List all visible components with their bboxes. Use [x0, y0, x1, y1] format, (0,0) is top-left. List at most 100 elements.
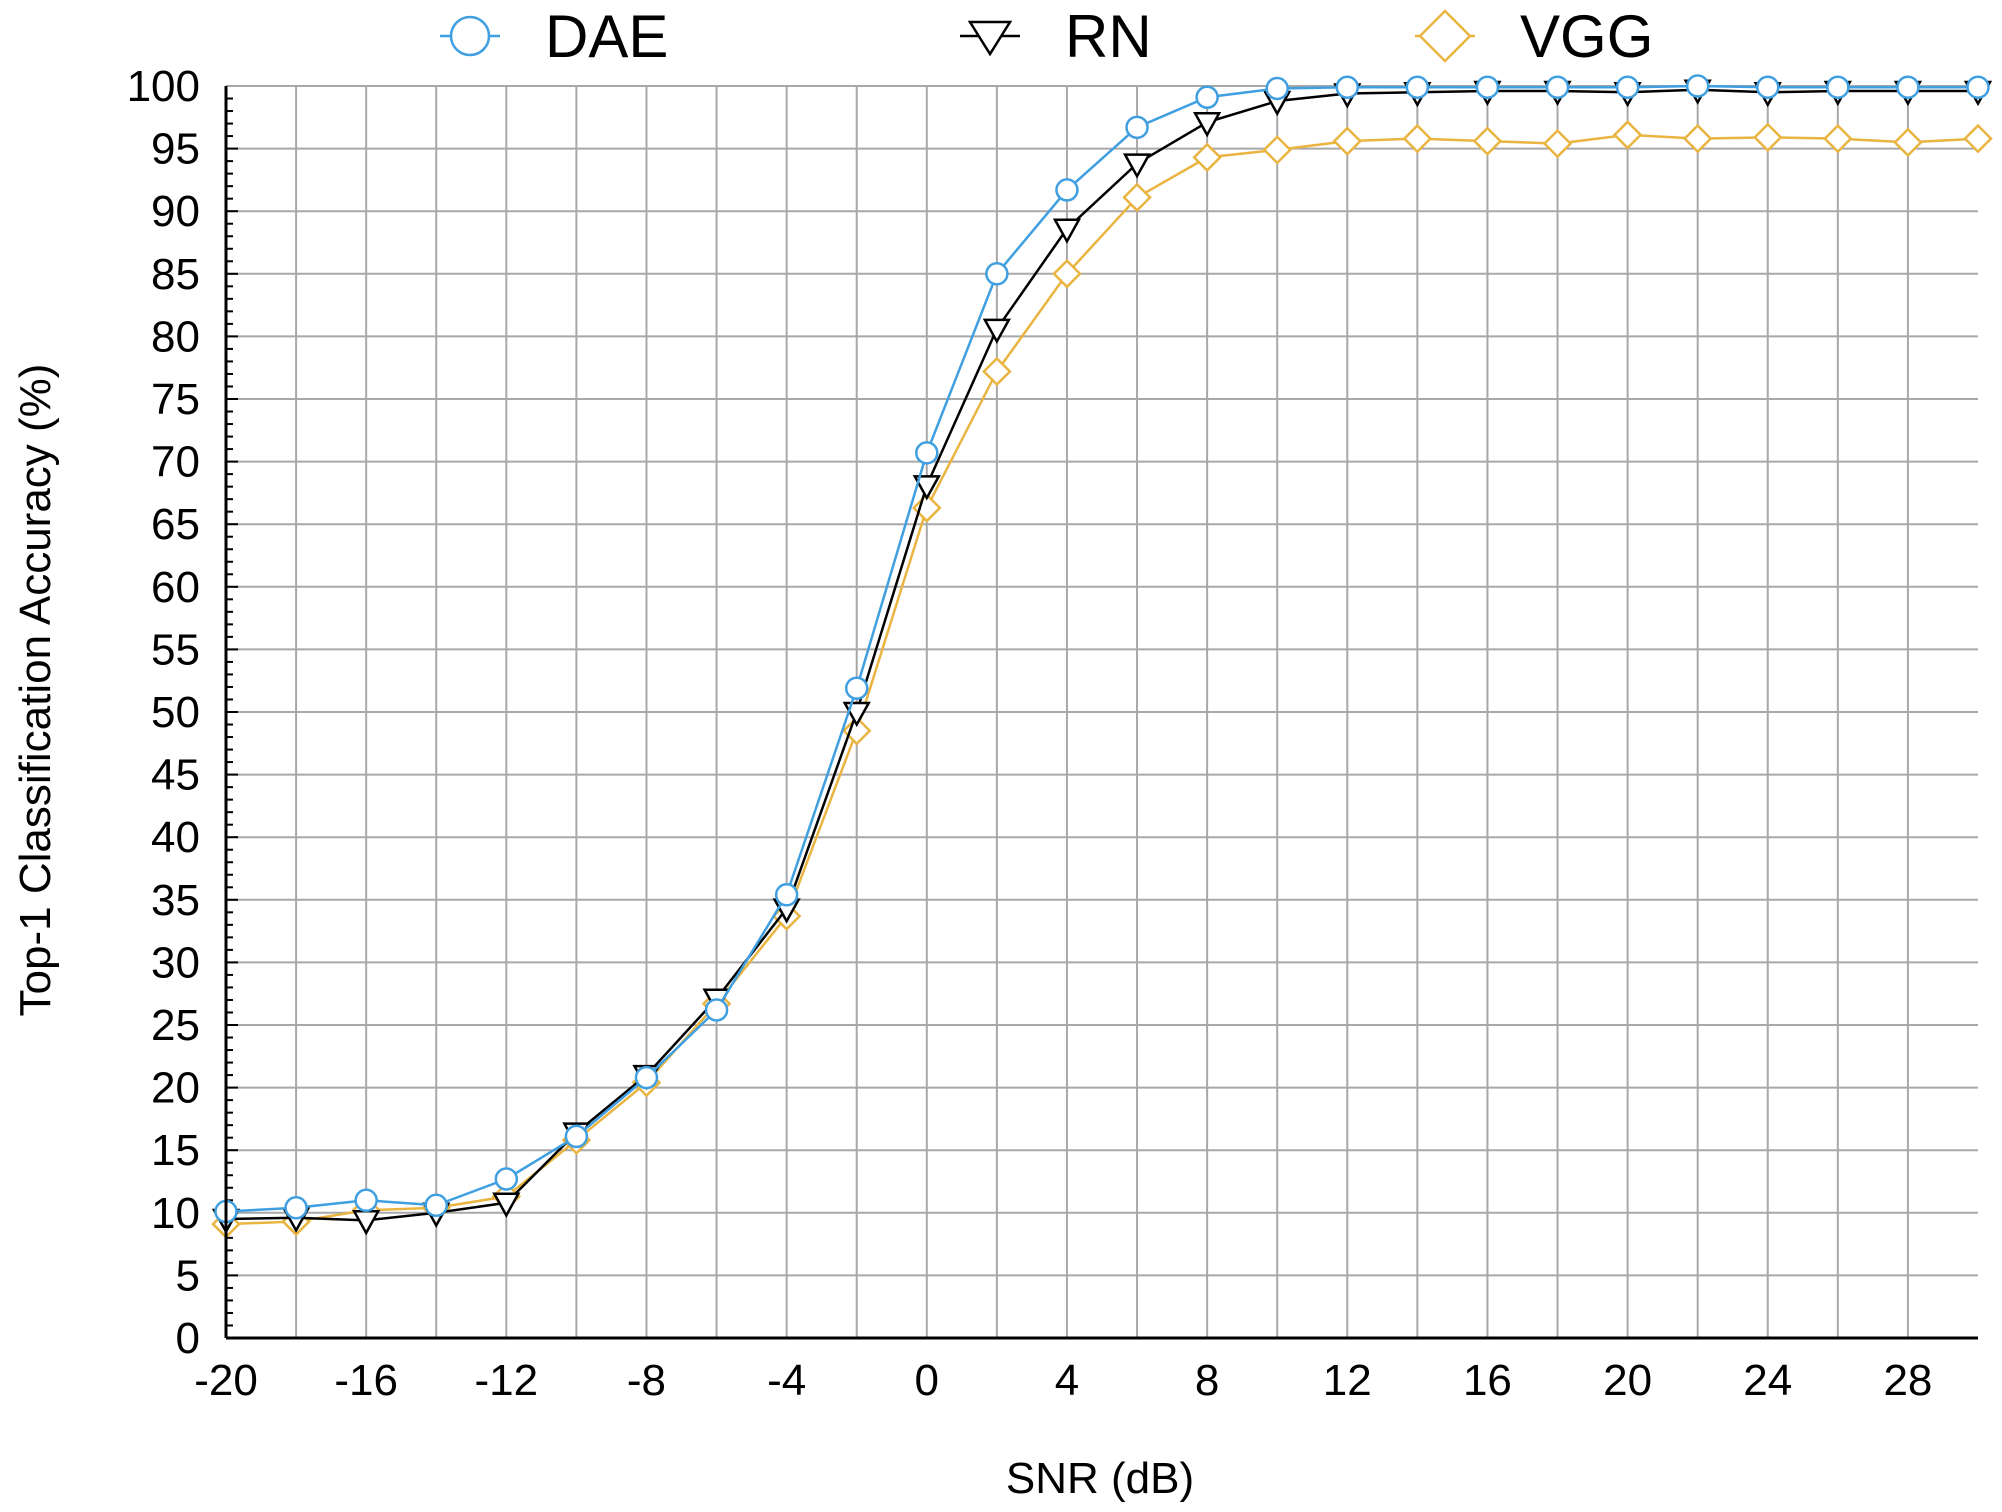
series-line-vgg — [225, 133, 1979, 1226]
legend-item-vgg: VGG — [1415, 3, 1653, 70]
y-tick-label: 45 — [151, 751, 200, 800]
data-point-rn — [492, 1192, 521, 1218]
data-point-dae — [844, 676, 869, 700]
data-point-dae — [1475, 75, 1500, 100]
data-point-rn — [1052, 218, 1082, 244]
data-point-dae — [1756, 75, 1780, 100]
data-point-vgg — [1122, 182, 1152, 213]
y-tick-labels: 0 5 10 15 20 25 30 35 40 45 50 55 60 65 70 75 80 85 90 95 10… — [127, 62, 200, 1363]
data-point-rn — [982, 318, 1012, 345]
data-point-dae — [1265, 76, 1289, 101]
y-tick-label: 5 — [176, 1251, 200, 1300]
data-point-dae — [1896, 75, 1920, 100]
data-point-vgg — [912, 493, 942, 523]
legend-item-rn: RN — [960, 3, 1152, 70]
data-point-vgg — [1192, 142, 1222, 173]
legend-label: VGG — [1520, 3, 1653, 70]
data-point-dae — [1615, 75, 1640, 100]
y-tick-label: 60 — [151, 563, 200, 612]
data-point-dae — [1335, 75, 1360, 100]
series-vgg — [211, 120, 1993, 1239]
data-point-dae — [1966, 75, 1990, 100]
data-point-vgg — [1963, 123, 1993, 154]
legend-item-dae: DAE — [440, 3, 668, 70]
data-point-vgg — [1332, 126, 1363, 156]
data-point-dae — [424, 1193, 448, 1218]
y-tick-label: 0 — [176, 1314, 200, 1363]
x-tick-label: -8 — [627, 1356, 666, 1405]
y-tick-label: 35 — [151, 876, 200, 925]
legend-marker-triangle — [967, 20, 1013, 57]
y-tick-label: 10 — [151, 1189, 200, 1238]
x-tick-label: 24 — [1743, 1356, 1792, 1405]
data-point-dae — [1826, 75, 1850, 100]
axes — [224, 86, 1978, 1340]
y-tick-label: 50 — [151, 688, 200, 737]
x-tick-label: -20 — [194, 1356, 258, 1405]
data-point-vgg — [1612, 120, 1643, 150]
x-tick-label: 12 — [1323, 1356, 1372, 1405]
y-tick-label: 90 — [151, 187, 200, 236]
minor-ticks — [226, 97, 238, 1327]
y-tick-label: 70 — [151, 438, 200, 487]
data-point-dae — [1545, 75, 1570, 100]
x-tick-label: -16 — [334, 1356, 398, 1405]
data-point-dae — [564, 1124, 589, 1149]
x-tick-label: 8 — [1195, 1356, 1219, 1405]
data-point-dae — [284, 1196, 308, 1220]
data-point-vgg — [1752, 122, 1783, 153]
series-rn — [211, 79, 1993, 1236]
x-tick-label: -12 — [475, 1356, 539, 1405]
series-layer — [211, 74, 1993, 1239]
x-axis-title: SNR (dB) — [1006, 1454, 1194, 1503]
x-tick-label: 20 — [1603, 1356, 1652, 1405]
data-point-vgg — [1262, 135, 1292, 165]
data-point-dae — [1195, 85, 1219, 110]
y-tick-label: 80 — [151, 312, 200, 361]
data-point-rn — [352, 1210, 381, 1236]
x-tick-label: -4 — [767, 1356, 806, 1405]
data-point-rn — [1192, 112, 1222, 138]
legend-marker-diamond — [1418, 9, 1472, 63]
y-tick-label: 15 — [151, 1126, 200, 1175]
grid-lines — [226, 85, 1978, 1338]
data-point-dae — [985, 262, 1009, 286]
data-point-vgg — [1052, 259, 1082, 289]
data-point-vgg — [1893, 127, 1923, 158]
data-point-dae — [704, 998, 729, 1022]
y-tick-label: 75 — [151, 375, 200, 424]
data-point-vgg — [1542, 128, 1573, 159]
legend: DAE RN VGG — [440, 3, 1653, 70]
data-point-dae — [1055, 178, 1079, 202]
y-tick-label: 25 — [151, 1001, 200, 1050]
x-tick-labels: -20 -16 -12 -8 -4 0 4 8 12 16 20 24 28 — [194, 1356, 1932, 1405]
series-dae — [214, 74, 1990, 1224]
y-tick-label: 100 — [127, 62, 200, 111]
data-point-vgg — [982, 356, 1012, 387]
y-tick-label: 20 — [151, 1064, 200, 1113]
data-point-vgg — [1472, 126, 1503, 156]
series-line-rn — [225, 88, 1978, 1222]
data-point-vgg — [1823, 123, 1853, 154]
y-tick-label: 55 — [151, 625, 200, 674]
data-point-vgg — [1682, 123, 1713, 154]
x-tick-label: 0 — [915, 1356, 939, 1405]
x-tick-label: 16 — [1463, 1356, 1512, 1405]
legend-label: RN — [1065, 3, 1152, 70]
data-point-dae — [494, 1167, 519, 1191]
y-tick-label: 95 — [151, 125, 200, 174]
data-point-vgg — [841, 716, 872, 746]
data-point-dae — [774, 883, 799, 907]
y-tick-label: 40 — [151, 813, 200, 862]
data-point-dae — [1125, 115, 1149, 140]
data-point-vgg — [1402, 123, 1433, 154]
y-tick-label: 85 — [151, 250, 200, 299]
data-point-dae — [915, 441, 939, 465]
legend-label: DAE — [545, 3, 668, 70]
data-point-dae — [1405, 75, 1430, 100]
data-point-dae — [634, 1065, 659, 1090]
x-tick-label: 28 — [1883, 1356, 1932, 1405]
data-point-rn — [912, 475, 941, 501]
data-point-dae — [354, 1188, 378, 1213]
